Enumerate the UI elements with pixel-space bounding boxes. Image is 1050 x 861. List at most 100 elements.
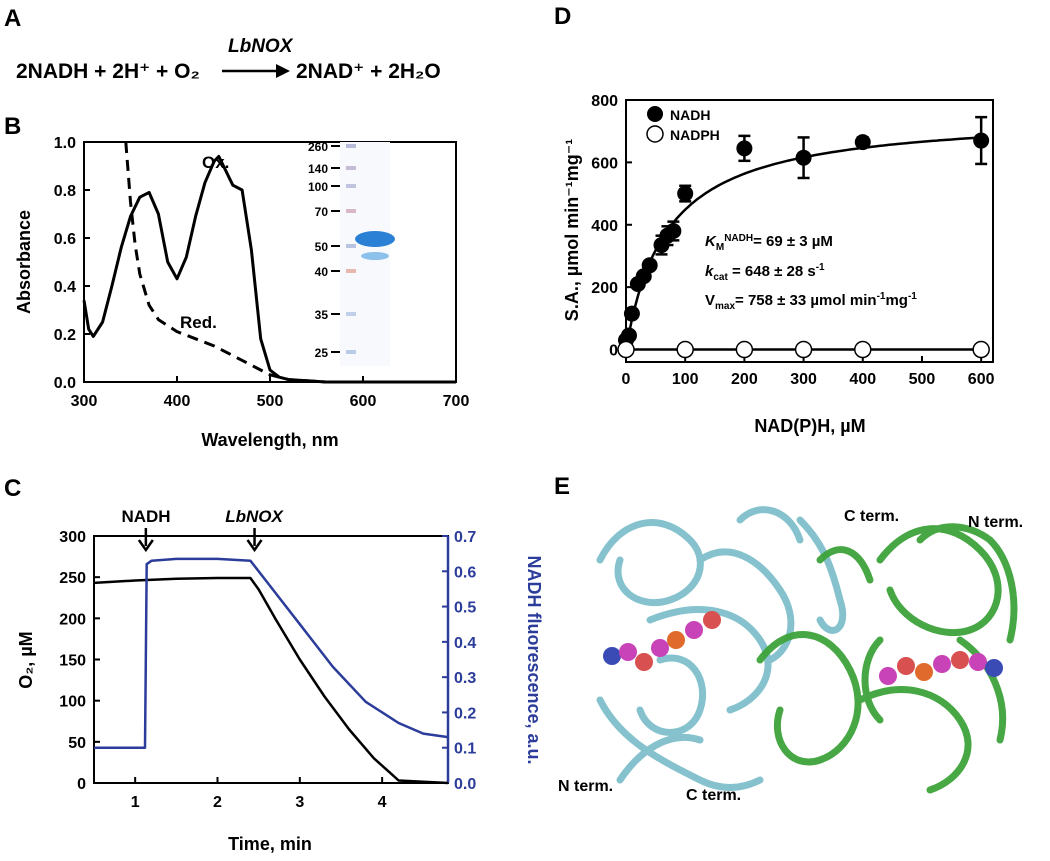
y-axis-label-left: O₂, µM	[16, 631, 36, 688]
ligand-atom	[651, 639, 669, 657]
panel-letter-b: B	[4, 113, 21, 140]
panel-e-protein-structure: C term. N term. N term. C term.	[558, 506, 1023, 804]
x-tick-label: 1	[131, 794, 140, 811]
data-point-nadph	[972, 340, 990, 359]
data-point-nadh	[854, 134, 871, 151]
equation-left: 2NADH + 2H⁺ + O₂	[16, 60, 200, 83]
label-c-term-bottom: C term.	[686, 787, 741, 804]
y-tick-label: 0.6	[54, 231, 76, 248]
y-tick-label: 1.0	[54, 135, 76, 152]
y-tick-label-left: 0	[77, 776, 86, 793]
chain-a-cyan	[596, 506, 847, 791]
ligand-left	[603, 611, 721, 671]
data-point-nadh	[623, 305, 640, 322]
y-tick-label-right: 0.3	[454, 670, 476, 687]
y-axis-label: S.A., µmol min⁻¹mg⁻¹	[562, 139, 582, 321]
panel-a-equation: LbNOX 2NADH + 2H⁺ + O₂ 2NAD⁺ + 2H₂O	[16, 36, 441, 83]
panel-c-oxygen-chart: 1 2 3 4 0 50 100 150 200 250 300 0.0 0.1 0.2 0.3 0.4 0.5…	[16, 507, 544, 854]
data-point-nadph	[854, 340, 872, 359]
equation-right: 2NAD⁺ + 2H₂O	[296, 60, 441, 83]
helix-loop	[636, 654, 707, 736]
helix-loop	[696, 548, 795, 664]
gel-minor-band	[361, 252, 389, 260]
gel-marker-label: 35	[315, 308, 329, 322]
y-axis-label-right: NADH fluorescence, a.u.	[524, 555, 544, 764]
gel-marker-label: 40	[315, 265, 329, 279]
gel-marker-label: 50	[315, 240, 329, 254]
y-tick-label-left: 250	[59, 570, 86, 587]
x-axis-label: Time, min	[228, 834, 312, 854]
chain-b-green	[756, 523, 1018, 794]
data-point-nadh	[641, 257, 658, 274]
x-tick-label: 600	[350, 393, 377, 410]
x-axis-label: NAD(P)H, µM	[754, 416, 865, 436]
helix-loop	[816, 546, 874, 584]
series-label-ox: Ox.	[202, 153, 229, 172]
helix-loop	[916, 523, 1018, 644]
legend-label-nadph: NADPH	[670, 127, 720, 143]
x-axis-label: Wavelength, nm	[201, 430, 338, 450]
panel-d-kinetics-chart: 0 100 200 300 400 500 600 0 200 400 600 800 NADH NA…	[562, 93, 995, 436]
gel-ladder-band	[346, 244, 356, 248]
y-tick-label-right: 0.2	[454, 705, 476, 722]
x-tick-label: 4	[378, 794, 387, 811]
annotation-kcat: kcat = 648 ± 28 s-1	[705, 262, 825, 283]
gel-ladder-band	[346, 269, 356, 273]
gel-ladder-band	[346, 209, 356, 213]
x-tick-label: 0	[622, 371, 631, 388]
ligand-atom	[933, 655, 951, 673]
reaction-arrowhead	[276, 64, 290, 78]
y-tick-label: 200	[591, 280, 618, 297]
ligand-atom	[667, 631, 685, 649]
label-n-term-right: N term.	[968, 514, 1023, 531]
x-tick-label: 500	[257, 393, 284, 410]
gel-ladder-band	[346, 312, 356, 316]
data-point-nadh	[620, 327, 637, 344]
panel-letter-a: A	[4, 5, 21, 32]
arrow-label-nadh: NADH	[121, 507, 170, 526]
series-line-red	[124, 141, 456, 384]
y-tick-label-left: 50	[68, 735, 86, 752]
gel-marker-label: 260	[308, 140, 328, 154]
legend-label-nadh: NADH	[670, 107, 710, 123]
x-tick-label: 300	[790, 371, 817, 388]
gel-marker-label: 140	[308, 162, 328, 176]
ligand-atom	[969, 653, 987, 671]
ligand-atom	[619, 643, 637, 661]
plot-frame	[83, 141, 457, 383]
x-tick-label: 600	[968, 371, 995, 388]
ligand-atom	[635, 653, 653, 671]
ligand-atom	[879, 667, 897, 685]
ligand-right	[879, 651, 1003, 685]
ligand-atom	[603, 647, 621, 665]
y-tick-label-right: 0.4	[454, 635, 476, 652]
x-tick-label: 2	[213, 794, 222, 811]
panel-b-absorbance-chart: 300 400 500 600 700 0.0 0.2 0.4 0.6 0.8 1.0 Ox. Re…	[14, 135, 469, 450]
event-arrowhead	[137, 539, 154, 553]
data-point-nadh	[736, 140, 753, 157]
x-tick-label: 200	[731, 371, 758, 388]
helix-loop	[646, 606, 772, 714]
y-tick-label: 0	[609, 343, 618, 360]
ligand-atom	[703, 611, 721, 629]
x-tick-label: 700	[443, 393, 470, 410]
panel-letter-d: D	[554, 3, 571, 30]
gel-protein-band	[355, 231, 395, 247]
series-line-nadh-fluorescence	[94, 557, 449, 749]
gel-marker-label: 70	[315, 205, 329, 219]
y-tick-label-left: 150	[59, 653, 86, 670]
helix-loop	[736, 506, 804, 544]
y-tick-label: 0.4	[54, 279, 76, 296]
legend-marker-nadh	[647, 106, 663, 122]
legend-marker-nadph	[646, 125, 664, 143]
x-tick-label: 300	[71, 393, 98, 410]
ligand-atom	[985, 659, 1003, 677]
y-axis-label: Absorbance	[14, 210, 34, 314]
gel-marker-label: 100	[308, 180, 328, 194]
y-tick-label-left: 200	[59, 611, 86, 628]
data-point-nadph	[676, 340, 694, 359]
gel-ladder-band	[346, 144, 356, 148]
y-tick-label-right: 0.0	[454, 776, 476, 793]
y-tick-label: 800	[591, 93, 618, 110]
